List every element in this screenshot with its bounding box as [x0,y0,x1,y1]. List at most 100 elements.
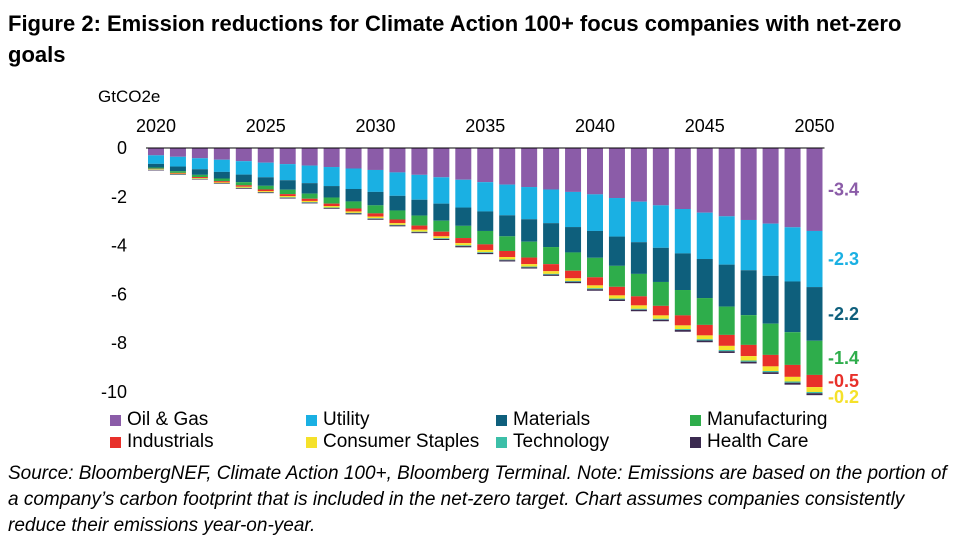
bar-health-care-2027 [301,202,318,204]
bar-consumer-staples-2026 [279,196,296,198]
legend-item-health-care: Health Care [690,431,808,452]
bar-oil-and-gas-2036 [499,148,516,185]
bar-manufacturing-2030 [367,205,384,214]
bar-manufacturing-2037 [521,241,538,258]
bar-utility-2046 [718,216,735,265]
bar-technology-2034 [455,245,472,247]
bar-industrials-2032 [411,225,428,230]
bar-materials-2036 [499,215,516,237]
bar-technology-2041 [608,298,625,300]
bar-consumer-staples-2029 [345,211,362,213]
bar-industrials-2030 [367,213,384,217]
bar-manufacturing-2045 [696,298,713,325]
bar-utility-2041 [608,198,625,237]
bar-health-care-2039 [565,281,582,284]
bar-materials-2027 [301,183,318,194]
bar-manufacturing-2020 [148,167,164,169]
bar-oil-and-gas-2033 [433,148,450,178]
bar-industrials-2036 [499,250,516,258]
bar-industrials-2045 [696,324,713,336]
bar-materials-2044 [674,253,691,291]
bar-oil-and-gas-2032 [411,148,428,175]
bar-utility-2032 [411,174,428,200]
legend-label: Manufacturing [707,409,828,430]
legend-swatch [690,436,701,448]
bar-oil-and-gas-2030 [367,148,384,170]
bar-materials-2035 [477,211,494,231]
bar-health-care-2038 [543,274,560,276]
bar-utility-2029 [345,168,362,189]
bar-consumer-staples-2047 [740,356,757,361]
legend-swatch [110,414,121,426]
end-label-utility: -2.3 [828,249,859,269]
bar-materials-2025 [257,177,274,186]
bar-utility-2050 [806,230,823,288]
bar-consumer-staples-2027 [301,200,318,203]
bar-health-care-2034 [455,246,472,248]
bar-materials-2033 [433,203,450,221]
bar-consumer-staples-2025 [257,191,274,193]
bar-consumer-staples-2036 [499,257,516,260]
bar-utility-2038 [543,189,560,224]
bar-manufacturing-2022 [191,174,208,178]
bar-industrials-2026 [279,194,296,197]
bar-manufacturing-2026 [279,189,296,195]
bar-consumer-staples-2044 [674,325,691,330]
bar-oil-and-gas-2029 [345,148,362,169]
bar-manufacturing-2040 [587,257,603,278]
bar-manufacturing-2032 [411,215,428,226]
bar-consumer-staples-2035 [477,249,494,253]
legend-swatch [496,436,507,448]
bar-oil-and-gas-2047 [740,148,757,220]
bar-technology-2033 [433,238,450,240]
legend-item-oil-and-gas: Oil & Gas [110,409,208,430]
bar-materials-2046 [718,264,735,307]
bar-oil-and-gas-2024 [235,148,252,162]
bar-health-care-2042 [630,309,647,312]
bar-manufacturing-2035 [477,230,494,245]
bar-utility-2044 [674,209,691,254]
legend-item-consumer-staples: Consumer Staples [306,431,479,452]
bar-manufacturing-2049 [784,332,801,365]
bar-oil-and-gas-2020 [148,148,164,156]
bar-oil-and-gas-2023 [213,148,230,160]
bar-consumer-staples-2046 [718,345,735,351]
end-labels: -3.4 -2.3 -2.2 -1.4 -0.5-0.2 [828,180,859,408]
bar-consumer-staples-2045 [696,335,713,340]
bar-oil-and-gas-2043 [652,148,669,206]
bar-health-care-2043 [652,319,669,322]
bar-manufacturing-2042 [630,273,647,297]
bar-industrials-2042 [630,296,647,306]
x-axis-ticks: 2020 2025 2030 2035 2040 2045 2050 [136,116,835,136]
bar-utility-2024 [235,161,252,175]
y-tick-label: -8 [111,333,127,353]
bar-oil-and-gas-2035 [477,148,494,183]
bar-oil-and-gas-2026 [279,148,296,165]
end-label-materials: -2.2 [828,304,859,324]
end-label-consumer-staples: -0.2 [828,387,859,407]
bar-consumer-staples-2050 [806,387,823,392]
bar-manufacturing-2046 [718,306,735,335]
bar-technology-2044 [674,329,691,331]
bar-materials-2022 [191,169,208,175]
y-axis-label: GtCO2e [98,87,160,106]
bar-consumer-staples-2038 [543,271,560,274]
bar-utility-2025 [257,162,274,178]
bar-industrials-2048 [762,354,779,367]
bar-industrials-2021 [169,172,186,174]
y-tick-label: -6 [111,284,127,304]
bar-utility-2048 [762,223,779,276]
bar-industrials-2022 [191,177,208,179]
bar-consumer-staples-2037 [521,264,538,267]
bar-consumer-staples-2031 [389,223,406,225]
bar-technology-2035 [477,252,494,253]
bar-industrials-2047 [740,344,757,357]
bar-materials-2031 [389,195,406,211]
legend-swatch [306,414,317,426]
bar-oil-and-gas-2037 [521,148,538,188]
bar-health-care-2037 [521,267,538,269]
bar-manufacturing-2044 [674,290,691,316]
bar-industrials-2035 [477,244,494,250]
bar-technology-2037 [521,266,538,268]
bar-technology-2039 [565,280,582,282]
